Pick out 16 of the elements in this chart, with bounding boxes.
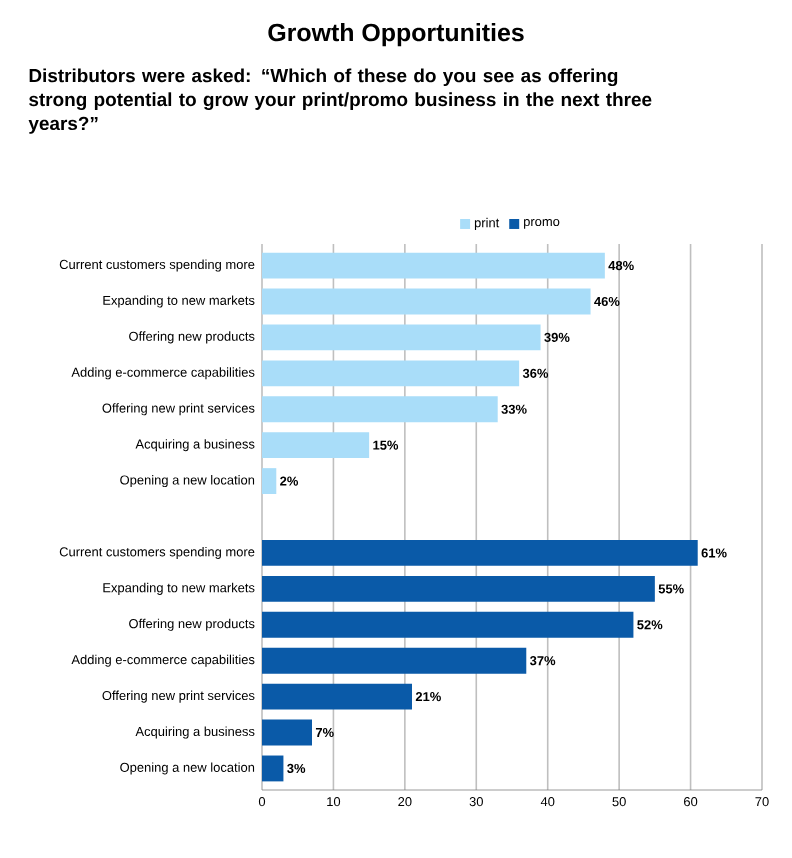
bar — [262, 252, 605, 279]
bar — [262, 324, 541, 351]
chart-title: Growth Opportunities — [268, 23, 524, 47]
bar — [262, 575, 655, 602]
bar — [262, 611, 634, 638]
bar — [262, 360, 520, 387]
bar — [262, 647, 527, 674]
bar — [262, 755, 284, 782]
chart-subtitle: Distributors were asked: “Which of these do you see as offering strong potential to grow your print/promo business in the next three years?” — [28, 68, 652, 134]
bar — [262, 468, 277, 495]
bar — [262, 683, 412, 710]
bar — [262, 432, 370, 459]
bar — [262, 719, 312, 746]
bar — [262, 539, 698, 566]
bar — [262, 396, 498, 423]
bar — [262, 288, 591, 315]
